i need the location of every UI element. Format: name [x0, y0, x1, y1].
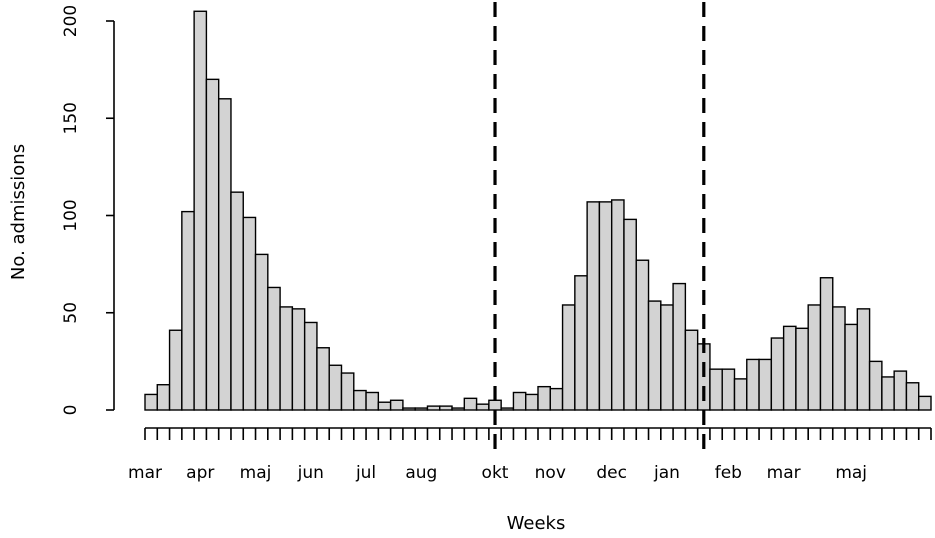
bar — [832, 306, 846, 411]
bar — [365, 391, 380, 411]
bar — [475, 403, 490, 411]
y-tick-label: 100 — [61, 199, 81, 231]
bar — [537, 385, 551, 411]
bar — [770, 337, 785, 411]
bar — [353, 389, 367, 411]
bar — [414, 407, 429, 411]
bar — [377, 401, 392, 411]
bar — [303, 321, 318, 411]
x-tick-label: mar — [128, 463, 162, 483]
bar — [217, 98, 232, 411]
bar — [660, 304, 674, 411]
x-tick-label: jul — [355, 463, 376, 483]
bar — [512, 391, 527, 411]
bar — [684, 329, 699, 411]
x-tick-label: feb — [715, 463, 742, 483]
x-tick-label: okt — [482, 463, 509, 483]
bar — [549, 387, 564, 411]
x-tick-label: maj — [240, 463, 272, 483]
bar — [918, 395, 932, 411]
bar — [402, 407, 416, 411]
bar — [733, 378, 748, 411]
bar — [758, 358, 773, 411]
bar — [844, 323, 859, 411]
bar — [156, 384, 171, 411]
y-axis-title: No. admissions — [8, 144, 29, 280]
bar — [254, 253, 269, 411]
y-tick-label: 50 — [61, 302, 81, 324]
x-tick-label: maj — [835, 463, 867, 483]
bar — [426, 405, 441, 411]
bar — [500, 407, 515, 411]
x-axis: mar apr maj jun jul aug okt nov dec jan feb mar maj — [128, 427, 932, 483]
bar — [647, 300, 662, 411]
bar — [819, 277, 834, 411]
bar — [856, 308, 871, 411]
bar — [893, 370, 908, 411]
bar — [488, 399, 502, 411]
y-tick-label: 200 — [61, 5, 81, 37]
bar — [807, 304, 822, 411]
x-tick-label: aug — [405, 463, 437, 483]
bar — [168, 329, 183, 411]
bar — [746, 358, 760, 411]
bar — [623, 218, 637, 411]
bar — [389, 399, 404, 411]
bar — [905, 382, 920, 411]
bar — [795, 327, 809, 411]
bar — [868, 360, 883, 411]
bar — [267, 286, 281, 411]
x-tick-label: nov — [535, 463, 566, 483]
bar — [561, 304, 576, 411]
bar — [610, 199, 625, 411]
x-axis-title: Weeks — [507, 513, 566, 534]
bar — [181, 210, 195, 411]
x-tick-label: jun — [297, 463, 324, 483]
bar — [316, 347, 330, 411]
bar — [340, 372, 355, 411]
bar — [144, 393, 158, 411]
bar — [635, 259, 650, 411]
x-tick-label: jan — [653, 463, 680, 483]
bar — [205, 78, 220, 411]
bar — [279, 306, 294, 411]
bar — [230, 191, 244, 411]
y-axis: 0 50 100 150 200 — [61, 5, 115, 416]
x-tick-label: mar — [767, 463, 801, 483]
y-tick-label: 150 — [61, 102, 81, 134]
bar — [709, 368, 723, 411]
bar — [193, 10, 208, 411]
bar — [439, 405, 453, 411]
y-tick-label: 0 — [61, 405, 81, 416]
bar — [881, 376, 895, 411]
bar — [242, 216, 257, 411]
x-tick-label: dec — [596, 463, 627, 483]
bar — [574, 275, 588, 411]
bar — [672, 282, 687, 411]
bars-group — [144, 10, 932, 411]
bar — [598, 201, 613, 411]
bar — [291, 308, 306, 411]
bar — [586, 201, 601, 411]
dashed-vlines-group — [493, 2, 706, 452]
bar — [782, 325, 797, 411]
x-tick-label: apr — [186, 463, 214, 483]
bar — [328, 364, 343, 411]
bar — [463, 397, 478, 411]
bar — [525, 393, 539, 411]
bar — [451, 407, 466, 411]
bar — [721, 368, 736, 411]
